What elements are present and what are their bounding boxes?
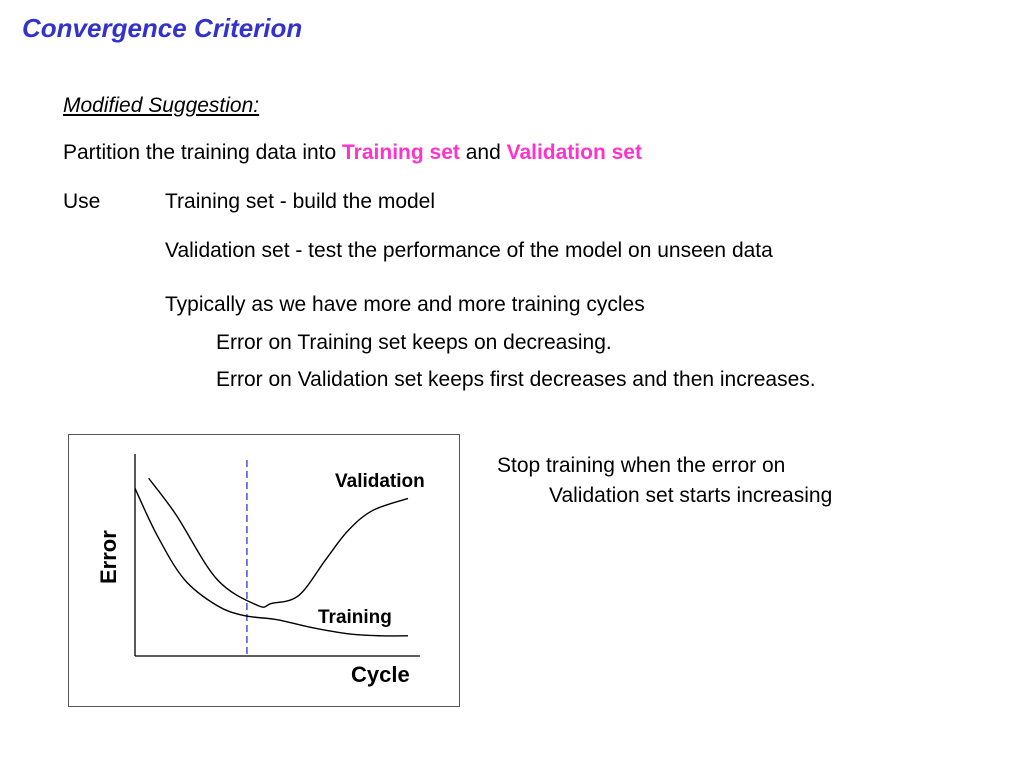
use-line-training: Training set - build the model	[165, 190, 436, 213]
error-line-training: Error on Training set keeps on decreasin…	[216, 331, 612, 354]
partition-line: Partition the training data into Trainin…	[63, 140, 642, 166]
training-series-line	[134, 488, 409, 637]
error-line-validation: Error on Validation set keeps first decr…	[216, 368, 816, 391]
slide-title: Convergence Criterion	[22, 13, 303, 43]
typically-line: Typically as we have more and more train…	[165, 293, 645, 316]
partition-middle: and	[459, 141, 507, 164]
chart-frame	[68, 434, 460, 707]
training-set-highlight: Training set	[342, 141, 460, 164]
error-vs-cycle-chart: Validation Training Cycle Error	[96, 454, 425, 687]
training-series-label: Training	[318, 607, 392, 628]
subheading: Modified Suggestion:	[63, 94, 260, 117]
partition-prefix: Partition the training data into	[63, 141, 343, 164]
validation-set-highlight: Validation set	[506, 141, 642, 164]
validation-series-line	[148, 477, 409, 608]
validation-series-label: Validation	[335, 471, 425, 492]
use-label: Use	[63, 190, 101, 213]
use-line-validation: Validation set - test the performance of…	[165, 239, 773, 262]
y-axis-label: Error	[96, 530, 121, 584]
stop-note-line-1: Stop training when the error on	[497, 454, 786, 477]
stop-note-line-2: Validation set starts increasing	[549, 484, 833, 507]
x-axis-label: Cycle	[351, 662, 410, 687]
